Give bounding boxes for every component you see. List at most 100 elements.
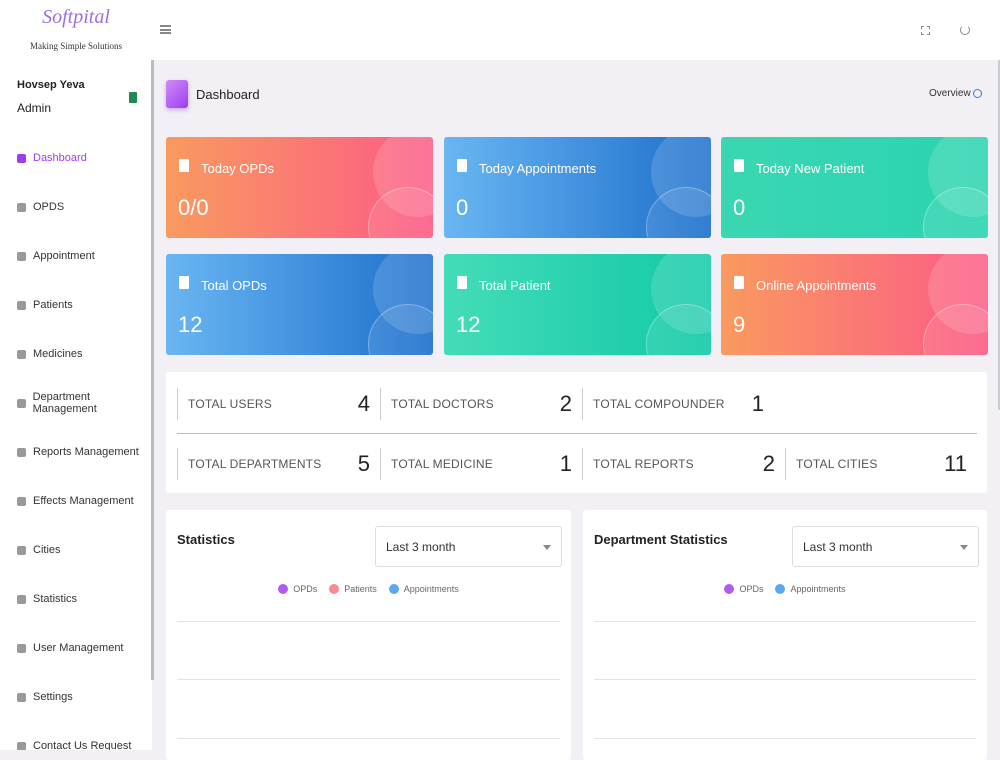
menu-label[interactable]: Settings <box>33 691 73 703</box>
page-title: Dashboard <box>196 87 260 102</box>
total-item: TOTAL DEPARTMENTS 5 <box>177 448 380 480</box>
stat-card: Total OPDs 12 <box>166 254 433 355</box>
legend-item[interactable]: Appointments <box>775 584 846 594</box>
card-value: 0/0 <box>178 195 209 220</box>
menu-item[interactable]: Reports Management <box>17 444 139 460</box>
stat-card: Today OPDs 0/0 <box>166 137 433 238</box>
menu-label[interactable]: User Management <box>33 642 124 654</box>
total-item: TOTAL COMPOUNDER 1 <box>582 388 774 420</box>
card-title: Today Appointments <box>479 161 597 176</box>
scrollbar[interactable] <box>998 60 1000 410</box>
total-value: 4 <box>357 391 370 416</box>
total-value: 5 <box>357 451 370 476</box>
legend-dot <box>329 584 340 594</box>
card-value: 0 <box>456 195 469 220</box>
total-value: 1 <box>751 391 764 416</box>
period-select[interactable]: Last 3 month <box>792 526 979 567</box>
menu-label[interactable]: Statistics <box>33 593 78 605</box>
period-select[interactable]: Last 3 month <box>375 526 562 567</box>
menu-icon <box>17 643 26 653</box>
total-label: TOTAL REPORTS <box>593 457 694 471</box>
menu-label[interactable]: Patients <box>33 299 73 311</box>
legend-dot <box>724 584 735 594</box>
grid-line <box>177 679 560 680</box>
total-item: TOTAL CITIES 11 <box>785 448 977 480</box>
legend-item[interactable]: Appointments <box>388 584 459 594</box>
menu-icon <box>17 202 26 212</box>
legend-item[interactable]: OPDs <box>724 584 763 594</box>
legend-label[interactable]: Appointments <box>403 584 459 594</box>
legend-label[interactable]: Patients <box>344 584 377 594</box>
total-value: 2 <box>559 391 572 416</box>
card-icon <box>734 159 744 172</box>
brand-name[interactable]: Softpital <box>42 6 110 28</box>
menu-icon <box>17 153 26 163</box>
legend-item[interactable]: OPDs <box>278 584 317 594</box>
grid-line <box>177 738 560 739</box>
card-icon <box>179 159 189 172</box>
menu-item[interactable]: Contact Us Request <box>17 738 131 750</box>
menu-item[interactable]: Department Management <box>17 391 152 415</box>
decoration <box>646 304 711 355</box>
menu-item[interactable]: Statistics <box>17 591 77 607</box>
decoration <box>368 187 433 238</box>
card-value: 12 <box>456 312 481 337</box>
stat-card: Online Appointments 9 <box>721 254 988 355</box>
card-title: Total OPDs <box>201 278 267 293</box>
sidebar: Softpital Making Simple Solutions Hovsep… <box>0 0 152 750</box>
menu-icon <box>17 251 26 261</box>
user-role: Admin <box>17 101 52 115</box>
menu-label[interactable]: Department Management <box>32 391 97 415</box>
legend-item[interactable]: Patients <box>329 584 377 594</box>
card-value: 0 <box>733 195 746 220</box>
card-icon <box>179 276 189 289</box>
total-value: 2 <box>762 451 775 476</box>
total-item: TOTAL MEDICINE 1 <box>380 448 582 480</box>
legend-label[interactable]: OPDs <box>739 584 764 594</box>
menu-item[interactable]: User Management <box>17 640 124 656</box>
card-title: Today OPDs <box>201 161 274 176</box>
grid-line <box>594 738 976 739</box>
menu-item[interactable]: Medicines <box>17 346 83 362</box>
card-icon <box>457 159 467 172</box>
menu-label[interactable]: Reports Management <box>33 446 139 458</box>
power-button[interactable] <box>960 25 970 35</box>
menu-label[interactable]: Appointment <box>33 250 95 262</box>
divider <box>177 433 977 434</box>
overview-link[interactable]: Overview <box>929 88 983 99</box>
panel-title: Statistics <box>177 532 235 547</box>
grid-line <box>177 621 560 622</box>
scrollbar[interactable] <box>151 60 154 680</box>
menu-item[interactable]: Cities <box>17 542 61 558</box>
menu-label[interactable]: Contact Us Request <box>33 740 132 750</box>
overview-text[interactable]: Overview <box>929 88 971 99</box>
card-icon <box>734 276 744 289</box>
menu-toggle[interactable] <box>160 25 171 34</box>
menu-item[interactable]: Settings <box>17 689 73 705</box>
menu-label[interactable]: OPDS <box>33 201 65 213</box>
fullscreen-button[interactable] <box>921 26 930 35</box>
menu-label[interactable]: Medicines <box>33 348 83 360</box>
menu-item[interactable]: Dashboard <box>17 150 87 166</box>
menu-icon <box>17 496 26 506</box>
menu-label[interactable]: Dashboard <box>33 152 87 164</box>
legend: OPDs Appointments <box>583 584 987 594</box>
legend-dot <box>775 584 786 594</box>
header-icon <box>166 80 188 108</box>
total-label: TOTAL CITIES <box>796 457 878 471</box>
status-icon <box>129 92 137 103</box>
legend-label[interactable]: OPDs <box>293 584 318 594</box>
menu-icon <box>17 349 26 359</box>
user-name: Hovsep Yeva <box>17 79 85 91</box>
menu-icon <box>17 545 26 555</box>
menu-item[interactable]: Effects Management <box>17 493 134 509</box>
legend: OPDs Patients Appointments <box>166 584 571 594</box>
menu-item[interactable]: OPDS <box>17 199 64 215</box>
legend-label[interactable]: Appointments <box>790 584 846 594</box>
menu-label[interactable]: Effects Management <box>33 495 134 507</box>
menu-item[interactable]: Patients <box>17 297 73 313</box>
menu-item[interactable]: Appointment <box>17 248 95 264</box>
total-label: TOTAL COMPOUNDER <box>593 397 725 411</box>
menu-label[interactable]: Cities <box>33 544 61 556</box>
